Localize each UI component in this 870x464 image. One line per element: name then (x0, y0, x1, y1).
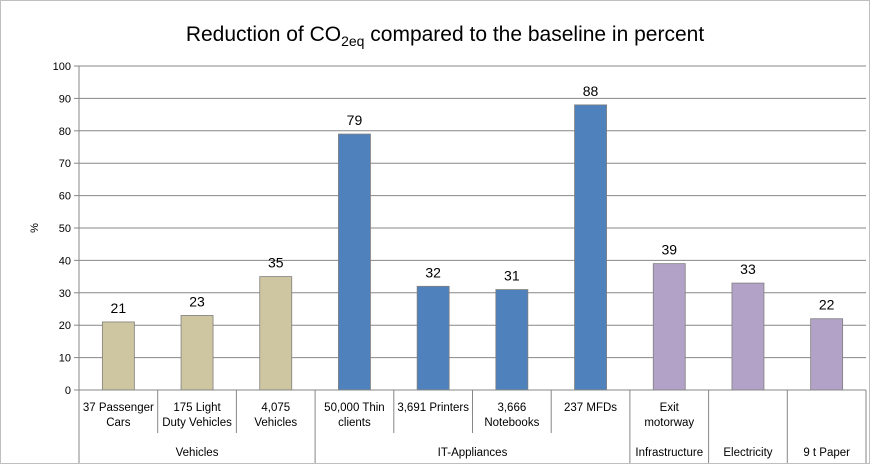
y-tick-label: 30 (59, 288, 71, 300)
bar (181, 315, 213, 390)
y-tick-label: 50 (59, 223, 71, 235)
y-tick-label: 0 (65, 385, 71, 397)
y-tick-label: 40 (59, 255, 71, 267)
bar (653, 264, 685, 390)
data-label: 32 (425, 264, 441, 280)
y-tick-label: 60 (59, 191, 71, 203)
group-label: 9 t Paper (803, 447, 850, 459)
bar (496, 290, 528, 390)
category-label: 237 MFDs (564, 402, 617, 414)
y-tick-label: 90 (59, 93, 71, 105)
data-label: 21 (111, 300, 127, 316)
data-label: 39 (661, 242, 677, 258)
category-label: 4,075 (261, 402, 290, 414)
data-label: 33 (740, 261, 756, 277)
bar (338, 134, 370, 390)
category-label: 3,691 Printers (397, 402, 469, 414)
data-label: 31 (504, 268, 520, 284)
bar (260, 277, 292, 390)
data-label: 23 (189, 293, 205, 309)
chart-title: Reduction of CO2eq compared to the basel… (186, 23, 704, 49)
category-label: 175 Light (173, 402, 221, 414)
y-tick-label: 70 (59, 158, 71, 170)
data-label: 88 (583, 83, 599, 99)
y-axis-label: % (29, 223, 41, 233)
data-label: 22 (819, 297, 835, 313)
group-label: Electricity (723, 447, 772, 459)
category-label: Notebooks (484, 417, 539, 429)
y-tick-label: 10 (59, 353, 71, 365)
category-label: 50,000 Thin (324, 402, 385, 414)
category-label: Duty Vehicles (162, 417, 232, 429)
category-label: Exit (660, 402, 680, 414)
y-tick-label: 20 (59, 320, 71, 332)
data-label: 35 (268, 255, 284, 271)
y-tick-label: 80 (59, 126, 71, 138)
bar (732, 283, 764, 390)
category-label: 37 Passenger (83, 402, 154, 414)
category-label: clients (338, 417, 371, 429)
group-label: IT-Appliances (438, 447, 508, 459)
y-tick-label: 100 (53, 61, 71, 73)
category-label: Vehicles (254, 417, 297, 429)
group-label: Infrastructure (635, 447, 703, 459)
category-label: Cars (106, 417, 131, 429)
bar (575, 105, 607, 390)
bar (417, 286, 449, 390)
group-label: Vehicles (176, 447, 219, 459)
bar (102, 322, 134, 390)
data-label: 79 (347, 112, 363, 128)
category-label: motorway (644, 417, 694, 429)
category-label: 3,666 (497, 402, 526, 414)
bar (811, 319, 843, 390)
